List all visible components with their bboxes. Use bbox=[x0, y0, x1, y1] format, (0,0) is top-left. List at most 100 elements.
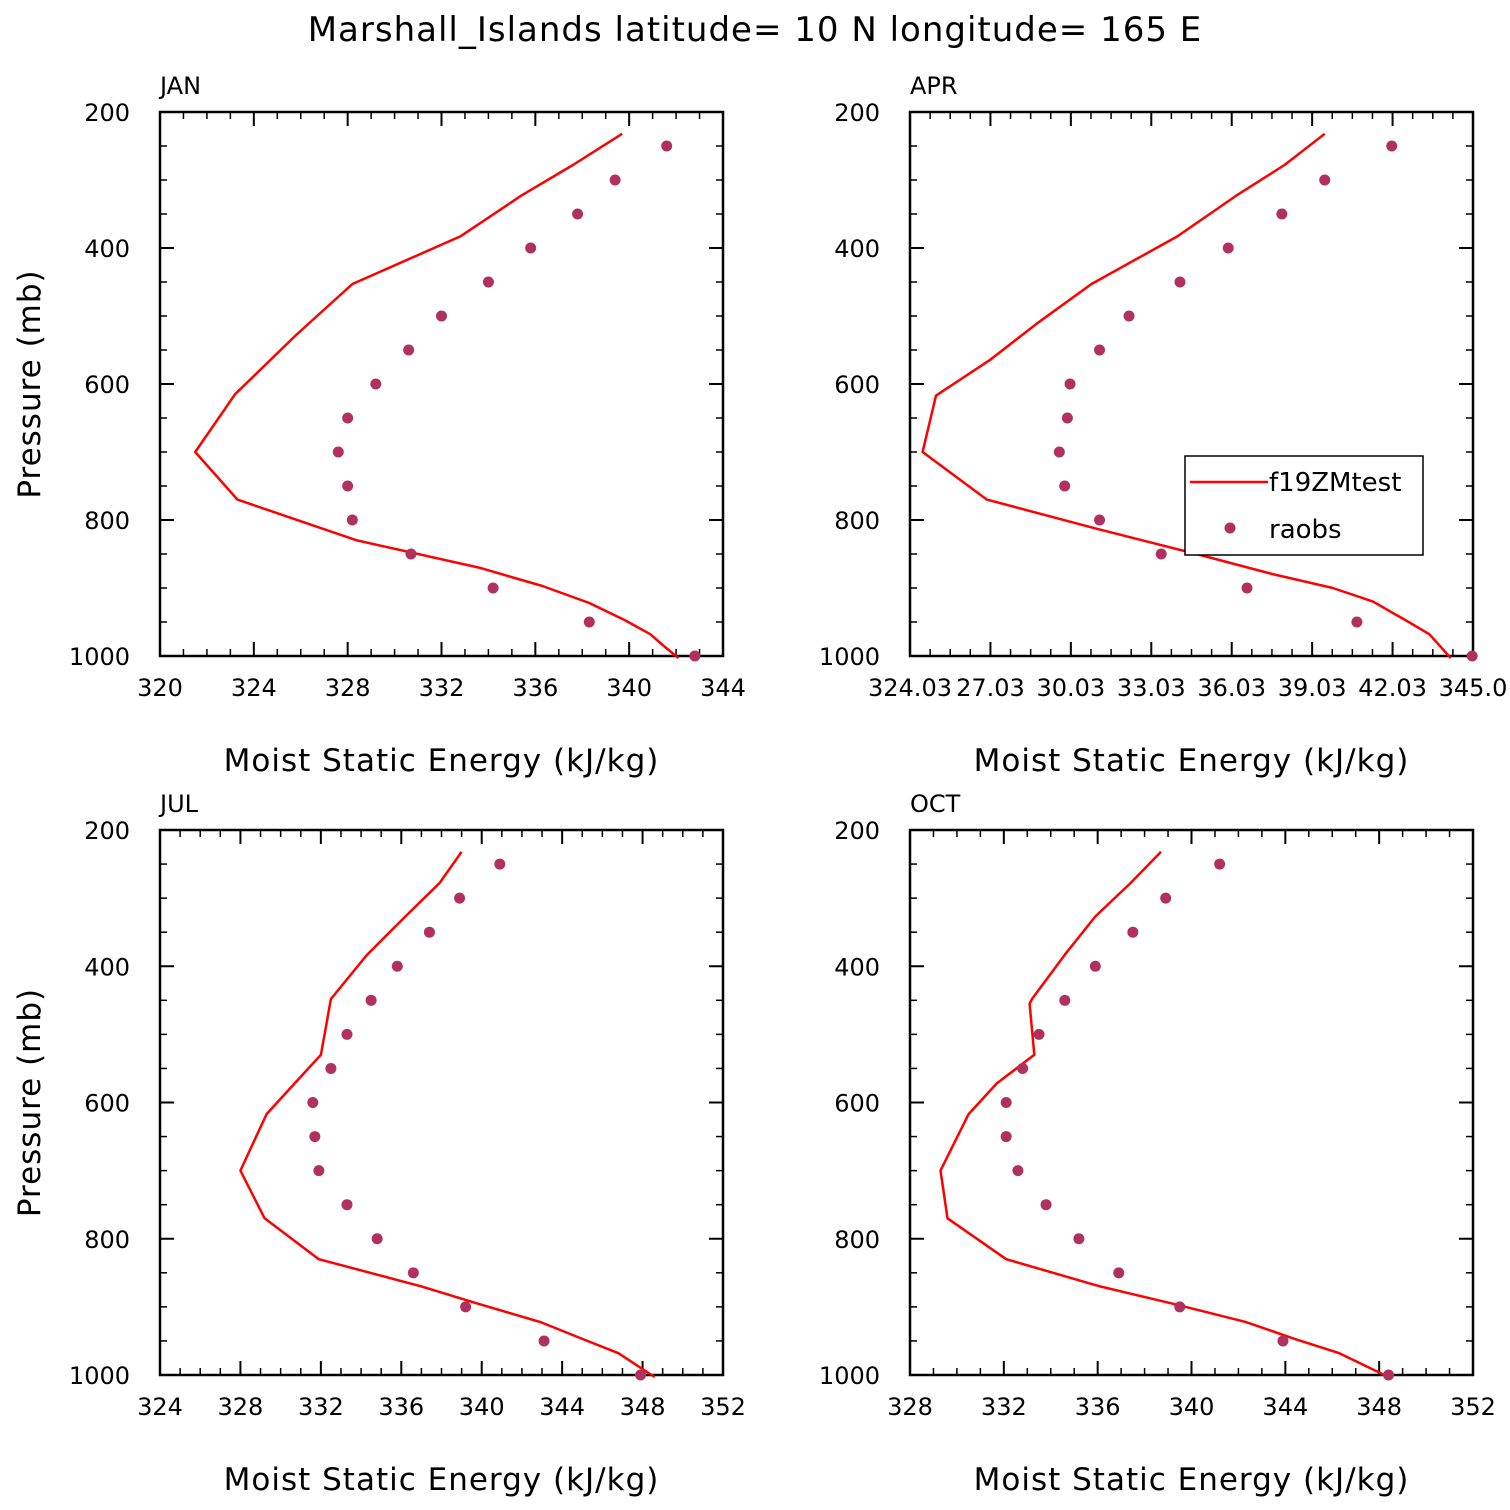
y-axis-title: Pressure (mb) bbox=[12, 269, 48, 498]
x-axis-title: Moist Static Energy (kJ/kg) bbox=[224, 1462, 660, 1498]
y-tick-label: 200 bbox=[84, 817, 130, 845]
obs-data-point bbox=[689, 650, 701, 662]
obs-data-point bbox=[391, 960, 403, 972]
x-tick-label: 33.03 bbox=[1117, 674, 1186, 702]
obs-data-point bbox=[1059, 994, 1071, 1006]
x-tick-label: 320 bbox=[137, 674, 183, 702]
model-line-series bbox=[921, 132, 1452, 659]
obs-data-point bbox=[525, 242, 537, 254]
obs-data-point bbox=[1386, 140, 1398, 152]
x-tick-label: 42.03 bbox=[1358, 674, 1427, 702]
obs-data-point bbox=[1351, 616, 1363, 628]
obs-data-point bbox=[1174, 1301, 1186, 1313]
obs-data-point bbox=[313, 1165, 325, 1177]
model-line-series bbox=[193, 132, 680, 659]
obs-data-point bbox=[1276, 208, 1288, 220]
y-tick-label: 600 bbox=[834, 371, 880, 399]
x-tick-label: 345.0 bbox=[1439, 674, 1508, 702]
model-line-series bbox=[239, 851, 656, 1379]
obs-data-point bbox=[370, 378, 382, 390]
x-tick-label: 348 bbox=[1356, 1393, 1402, 1421]
obs-data-point bbox=[342, 480, 354, 492]
panel-label: OCT bbox=[910, 790, 961, 818]
y-tick-label: 600 bbox=[834, 1090, 880, 1118]
x-tick-label: 340 bbox=[606, 674, 652, 702]
obs-data-point bbox=[332, 446, 344, 458]
obs-data-point bbox=[1127, 926, 1139, 938]
x-tick-label: 332 bbox=[298, 1393, 344, 1421]
plot-frame bbox=[908, 110, 1475, 658]
x-tick-label: 324 bbox=[137, 1393, 183, 1421]
obs-data-point bbox=[341, 1199, 353, 1211]
obs-data-point bbox=[1174, 276, 1186, 288]
obs-data-point bbox=[1012, 1165, 1024, 1177]
obs-data-point bbox=[1214, 858, 1226, 870]
model-line-series bbox=[939, 850, 1390, 1379]
obs-data-point bbox=[635, 1369, 647, 1381]
obs-data-point bbox=[371, 1233, 383, 1245]
y-tick-label: 200 bbox=[834, 817, 880, 845]
obs-data-point bbox=[487, 582, 499, 594]
obs-data-point bbox=[1160, 892, 1172, 904]
obs-data-point bbox=[1064, 378, 1076, 390]
x-tick-label: 344 bbox=[1262, 1393, 1308, 1421]
obs-data-point bbox=[1466, 650, 1478, 662]
x-tick-label: 30.03 bbox=[1036, 674, 1105, 702]
obs-data-point bbox=[583, 616, 595, 628]
y-tick-label: 1000 bbox=[69, 643, 130, 671]
x-tick-label: 344 bbox=[539, 1393, 585, 1421]
obs-data-point bbox=[436, 310, 447, 322]
y-tick-label: 800 bbox=[834, 507, 880, 535]
obs-data-point bbox=[1061, 412, 1073, 424]
y-tick-label: 200 bbox=[834, 99, 880, 127]
x-tick-label: 328 bbox=[218, 1393, 264, 1421]
obs-data-point bbox=[482, 276, 494, 288]
x-tick-label: 324.03 bbox=[868, 674, 952, 702]
y-tick-label: 400 bbox=[84, 235, 130, 263]
legend-obs-label: raobs bbox=[1269, 515, 1342, 545]
panel-oct: 328 332 336 340 344 348 352 200 400 600 800 1000 OCT… bbox=[819, 790, 1496, 1498]
obs-data-point bbox=[307, 1097, 319, 1108]
y-tick-label: 400 bbox=[834, 235, 880, 263]
panel-label: JAN bbox=[158, 72, 201, 100]
y-tick-label: 800 bbox=[84, 507, 130, 535]
y-tick-label: 400 bbox=[84, 953, 130, 981]
x-tick-label: 36.03 bbox=[1197, 674, 1266, 702]
legend-box bbox=[1184, 455, 1424, 556]
obs-data-point bbox=[1000, 1097, 1012, 1108]
x-tick-label: 344 bbox=[700, 674, 746, 702]
x-tick-label: 336 bbox=[378, 1393, 424, 1421]
obs-data-point bbox=[1155, 548, 1167, 560]
y-tick-label: 1000 bbox=[819, 1362, 880, 1390]
obs-data-point bbox=[1222, 242, 1234, 254]
obs-data-point bbox=[1241, 582, 1253, 594]
y-tick-label: 1000 bbox=[69, 1362, 130, 1390]
obs-data-point bbox=[342, 412, 354, 424]
plot-frame bbox=[908, 828, 1475, 1377]
panel-jan: 320 324 328 332 336 340 344 200 400 600 800 1000 JAN… bbox=[12, 72, 746, 779]
x-tick-label: 328 bbox=[325, 674, 371, 702]
panel-jul: 324 328 332 336 340 344 348 352 200 400 600 800 1000… bbox=[12, 790, 746, 1498]
legend: f19ZMtest raobs bbox=[1184, 455, 1424, 556]
obs-data-point bbox=[1319, 174, 1331, 186]
obs-data-point bbox=[538, 1335, 550, 1347]
obs-data-point bbox=[407, 1267, 419, 1279]
y-axis-title: Pressure (mb) bbox=[12, 988, 48, 1217]
x-tick-label: 352 bbox=[700, 1393, 746, 1421]
panel-apr: 324.03 27.03 30.03 33.03 36.03 39.03 42.03 345.… bbox=[819, 72, 1507, 779]
obs-data-point bbox=[325, 1062, 337, 1074]
obs-data-point bbox=[1073, 1233, 1085, 1245]
legend-obs-swatch bbox=[1224, 522, 1236, 534]
y-tick-label: 400 bbox=[834, 953, 880, 981]
obs-data-point bbox=[1113, 1267, 1125, 1279]
obs-data-point bbox=[365, 994, 377, 1006]
obs-data-point bbox=[1059, 480, 1071, 492]
x-tick-label: 332 bbox=[419, 674, 465, 702]
legend-model-label: f19ZMtest bbox=[1269, 468, 1401, 498]
obs-data-point bbox=[572, 208, 584, 220]
obs-data-point bbox=[1277, 1335, 1289, 1347]
y-tick-label: 200 bbox=[84, 99, 130, 127]
obs-data-point bbox=[609, 174, 621, 186]
obs-data-point bbox=[1000, 1131, 1012, 1143]
obs-data-point bbox=[1383, 1369, 1395, 1381]
